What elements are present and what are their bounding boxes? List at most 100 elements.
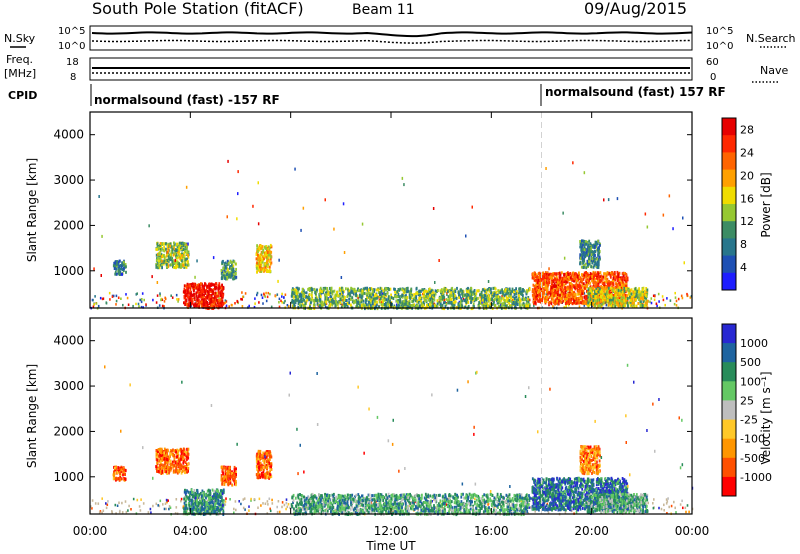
scatter-cell xyxy=(382,295,385,299)
scatter-cell xyxy=(470,286,472,290)
scatter-cell xyxy=(566,287,568,291)
scatter-cell xyxy=(353,287,355,291)
ground-scatter-cell xyxy=(654,294,656,298)
ground-scatter-cell xyxy=(276,505,278,509)
scatter-cell xyxy=(220,286,223,290)
scatter-cell xyxy=(412,293,414,297)
scatter-cell xyxy=(497,298,499,301)
scatter-cell xyxy=(426,293,428,297)
scatter-cell xyxy=(183,287,186,291)
scatter-cell xyxy=(473,292,476,296)
scatter-cell xyxy=(559,282,562,286)
scatter-cell xyxy=(625,272,628,276)
scatter-cell xyxy=(379,286,382,290)
scatter-cell xyxy=(344,295,346,299)
scatter-cell xyxy=(260,258,263,262)
scatter-cell xyxy=(293,295,295,299)
scatter-cell xyxy=(625,287,627,291)
scatter-cell xyxy=(541,277,544,281)
scatter-cell xyxy=(556,299,559,303)
scatter-cell xyxy=(574,301,577,305)
scatter-cell xyxy=(567,300,570,304)
scatter-cell xyxy=(265,245,268,248)
scatter-cell xyxy=(622,281,625,285)
scatter-cell xyxy=(539,281,542,285)
scatter-cell xyxy=(166,265,168,269)
scatter-cell xyxy=(527,296,530,299)
scatter-cell xyxy=(119,270,122,274)
scatter-cell xyxy=(293,291,296,295)
scatter-cell xyxy=(625,300,627,304)
scatter-cell xyxy=(317,298,320,302)
scatter-cell xyxy=(208,290,210,294)
ground-scatter-cell xyxy=(530,497,532,500)
ground-scatter-cell xyxy=(675,299,678,303)
scatter-cell xyxy=(266,251,269,254)
scatter-cell xyxy=(407,304,409,308)
scatter-cell xyxy=(602,287,605,291)
scatter-cell xyxy=(587,288,590,292)
scatter-cell xyxy=(175,256,178,260)
scatter-cell xyxy=(516,303,519,306)
ground-scatter-cell xyxy=(289,506,291,510)
scatter-cell xyxy=(614,275,617,279)
scatter-cell xyxy=(423,296,426,300)
scatter-cell xyxy=(160,255,163,259)
scatter-cell xyxy=(423,302,425,306)
scatter-cell xyxy=(582,239,585,243)
scatter-cell xyxy=(445,288,448,292)
scatter-cell xyxy=(425,294,428,298)
colorbar-step xyxy=(722,135,736,153)
scatter-cell xyxy=(551,284,554,287)
scatter-cell xyxy=(405,294,407,298)
scatter-cell xyxy=(410,296,413,300)
ground-scatter-cell xyxy=(261,296,264,299)
ground-scatter-cell xyxy=(234,302,236,305)
scatter-cell xyxy=(487,293,490,297)
scatter-cell xyxy=(222,302,225,306)
scatter-cell xyxy=(361,289,364,293)
scatter-cell xyxy=(324,293,327,297)
scatter-cell xyxy=(167,254,170,258)
isolated-cell xyxy=(187,242,189,246)
scatter-cell xyxy=(384,301,387,305)
scatter-cell xyxy=(193,296,196,300)
scatter-cell xyxy=(382,300,384,304)
scatter-cell xyxy=(641,292,644,296)
scatter-cell xyxy=(444,305,447,309)
scatter-cell xyxy=(211,283,213,287)
scatter-cell xyxy=(631,297,634,301)
scatter-cell xyxy=(512,301,515,304)
scatter-cell xyxy=(202,302,204,306)
colorbar-tick-label: 4 xyxy=(740,261,747,274)
scatter-cell xyxy=(601,302,604,306)
scatter-cell xyxy=(414,293,417,297)
scatter-cell xyxy=(175,263,178,267)
ground-scatter-cell xyxy=(357,296,359,300)
scatter-cell xyxy=(614,291,617,295)
scatter-cell xyxy=(490,295,493,299)
scatter-cell xyxy=(534,287,536,291)
scatter-cell xyxy=(301,290,303,294)
scatter-cell xyxy=(616,279,619,283)
ground-scatter-cell xyxy=(126,296,129,300)
scatter-cell xyxy=(640,293,642,297)
scatter-cell xyxy=(291,288,294,292)
scatter-cell xyxy=(631,300,634,304)
scatter-cell xyxy=(219,301,222,305)
scatter-cell xyxy=(557,288,560,291)
ground-scatter-cell xyxy=(175,293,178,297)
scatter-cell xyxy=(534,300,537,304)
scatter-cell xyxy=(452,293,455,296)
nsky-label: N.Sky xyxy=(4,32,36,45)
scatter-cell xyxy=(499,305,502,309)
scatter-cell xyxy=(600,292,603,295)
scatter-cell xyxy=(568,277,571,281)
scatter-cell xyxy=(196,303,199,307)
scatter-cell xyxy=(594,250,597,254)
scatter-cell xyxy=(472,297,475,300)
scatter-cell xyxy=(556,278,558,282)
scatter-cell xyxy=(261,260,264,264)
scatter-cell xyxy=(336,290,338,294)
isolated-cell xyxy=(156,281,159,284)
